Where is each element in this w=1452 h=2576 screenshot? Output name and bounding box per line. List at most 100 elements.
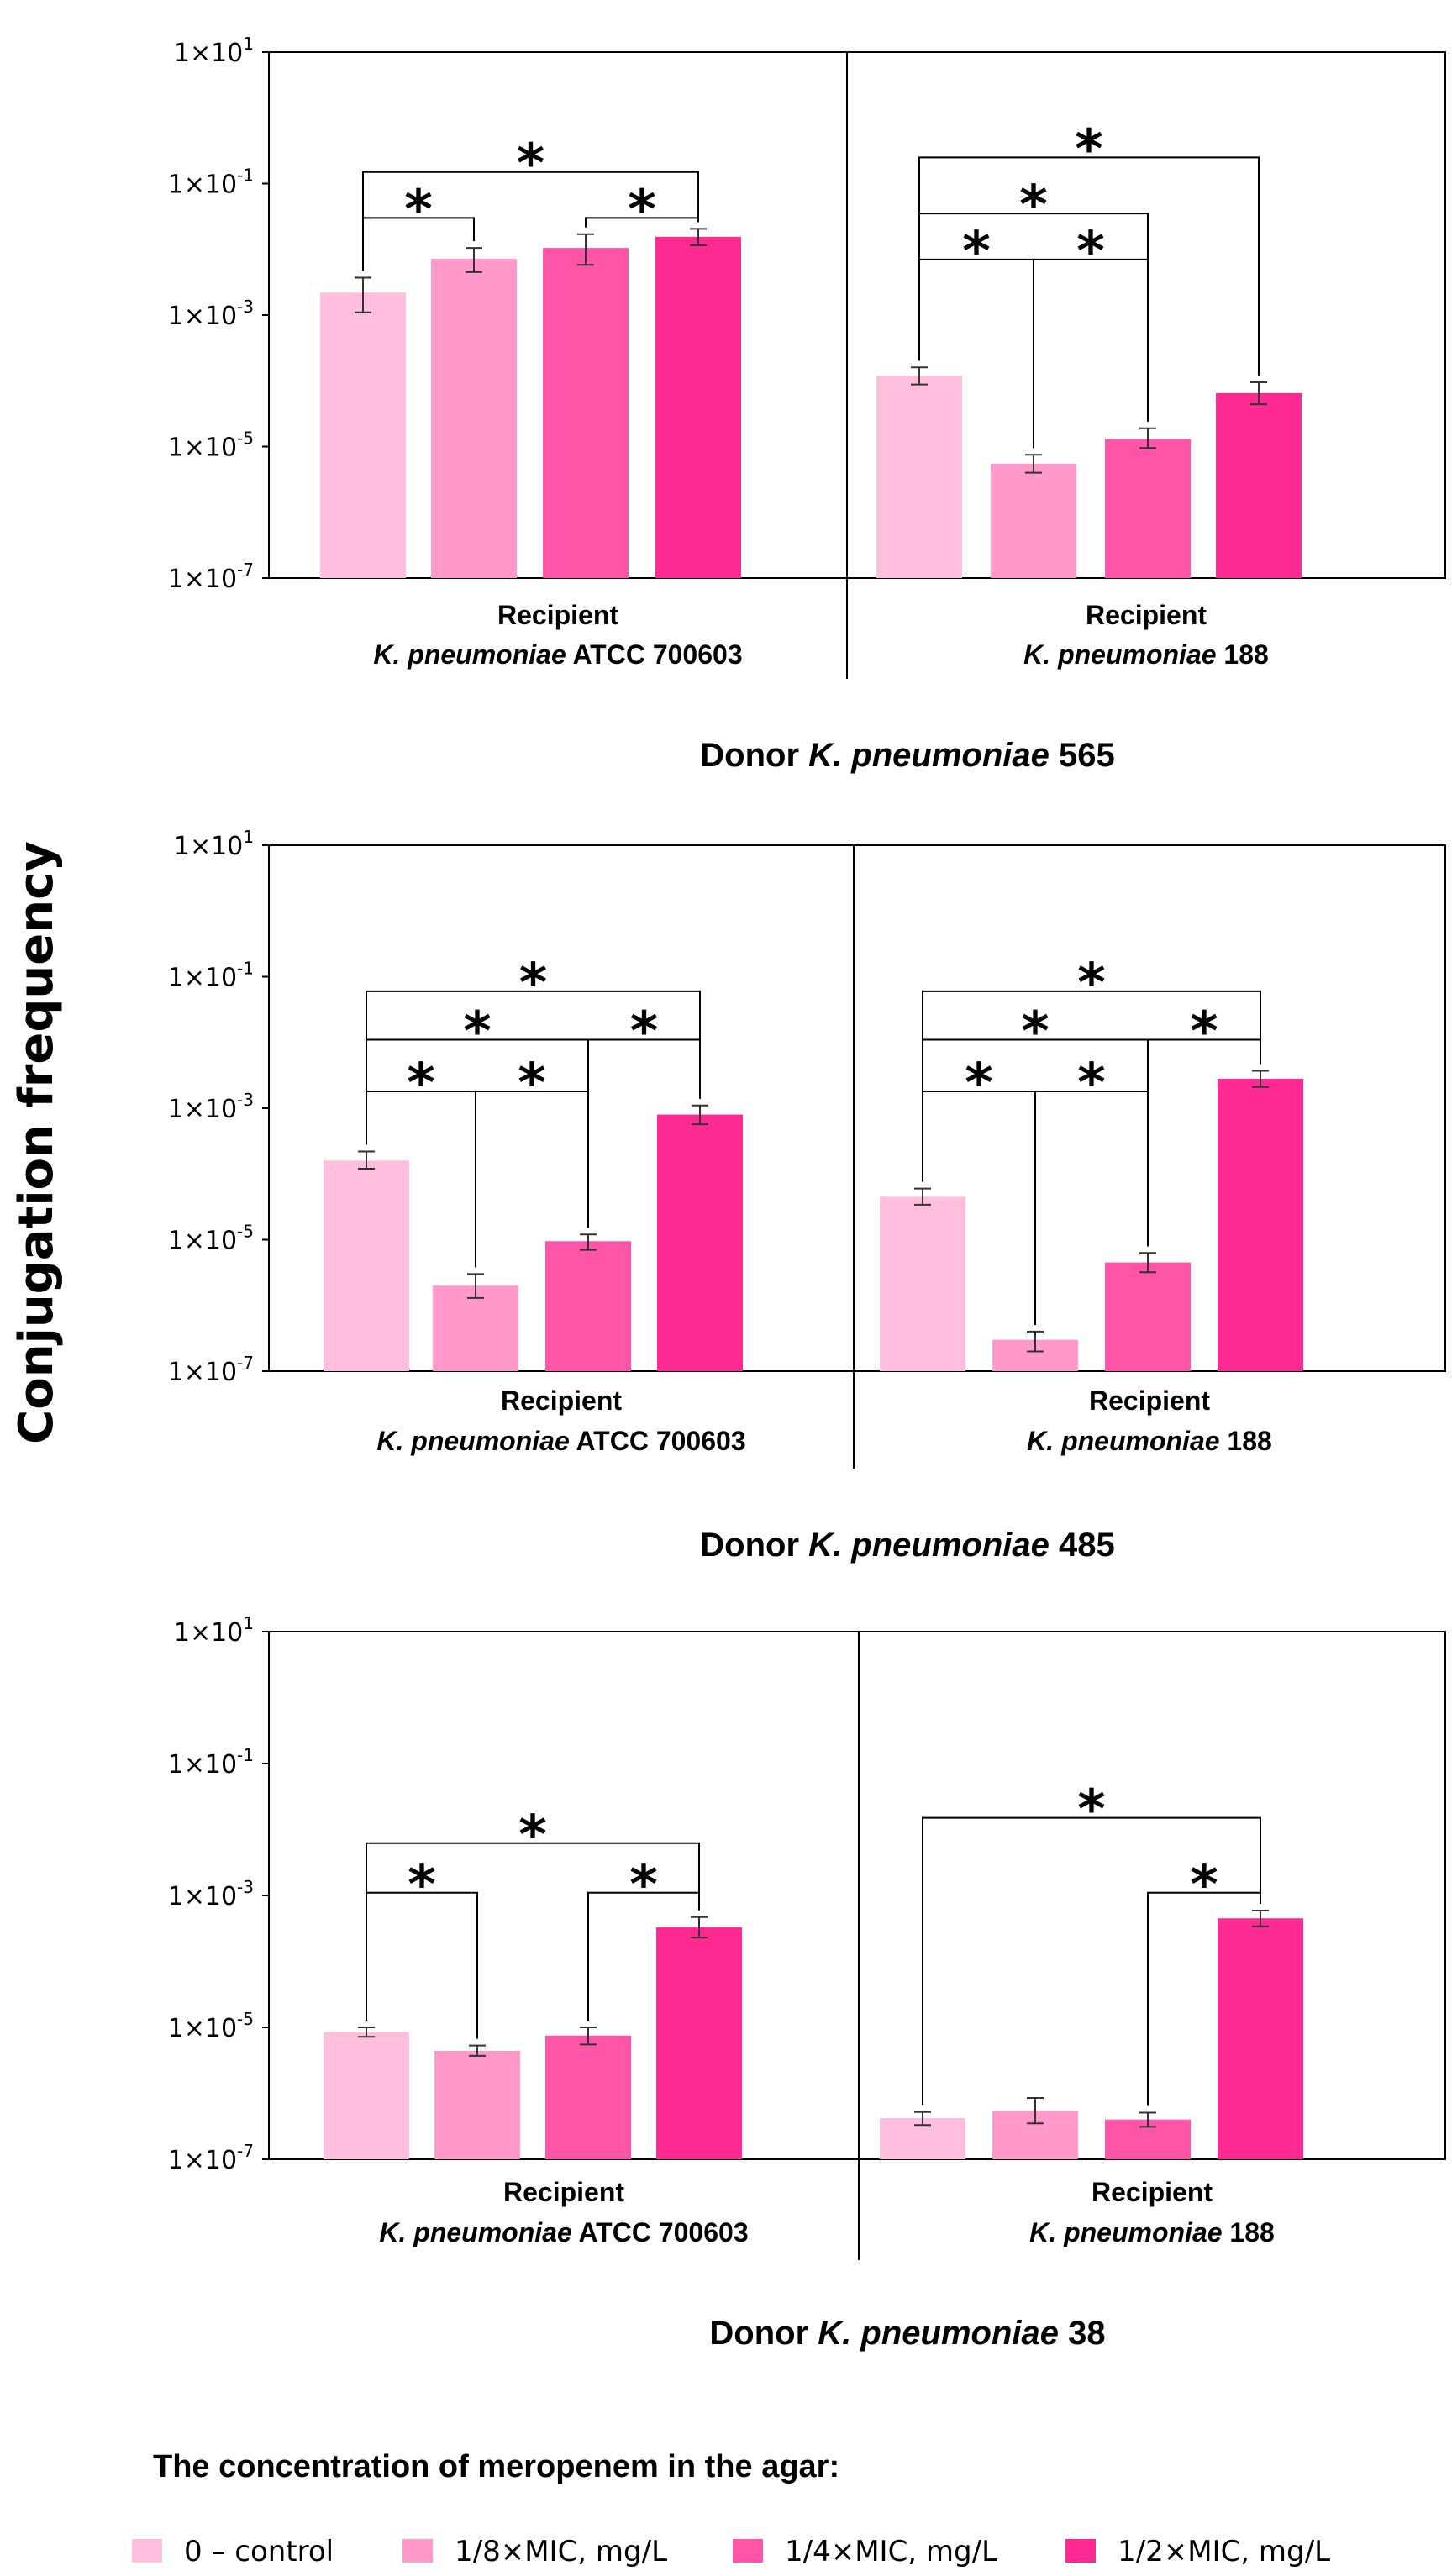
bar	[433, 1285, 518, 1371]
significance-star: *	[1021, 1001, 1049, 1064]
legend-swatch	[132, 2539, 162, 2563]
y-tick-label: 1×10-1	[168, 166, 254, 200]
y-tick-label: 1×10-3	[168, 1877, 254, 1911]
significance-star: *	[962, 221, 990, 283]
chart-panel: 1×101 1×10-1 1×10-3 1×10-5 1×10-7 * * * Recipien…	[168, 1613, 1446, 2352]
group-label-line1: Recipient	[1086, 600, 1207, 630]
y-tick-label: 1×10-1	[168, 1745, 254, 1780]
chart-panel: 1×101 1×10-1 1×10-3 1×10-5 1×10-7 * * * Recipien…	[168, 34, 1446, 774]
bar	[655, 236, 741, 578]
error-bar	[577, 233, 594, 266]
y-tick-label: 1×10-3	[168, 297, 254, 331]
significance-star: *	[965, 1053, 992, 1115]
legend-item: 1/8×MIC, mg/L	[402, 2535, 667, 2568]
significance-star: *	[628, 179, 655, 241]
significance-bracket	[918, 156, 1260, 376]
significance-bracket	[362, 171, 699, 271]
significance-bracket	[922, 1816, 1261, 2105]
y-tick-label: 1×10-5	[168, 1222, 254, 1256]
y-tick-label: 1×10-5	[168, 2009, 254, 2043]
y-axis: 1×101 1×10-1 1×10-3 1×10-5 1×10-7	[168, 1613, 269, 2175]
significance-star: *	[1077, 1780, 1105, 1842]
group-label-line1: Recipient	[1092, 2177, 1213, 2207]
error-bar	[690, 228, 707, 247]
significance-star: *	[404, 179, 432, 241]
significance-bracket	[366, 990, 701, 1145]
error-bar	[914, 2111, 931, 2127]
y-axis: 1×101 1×10-1 1×10-3 1×10-5 1×10-7	[168, 827, 269, 1387]
error-bar	[467, 1273, 484, 1299]
significance-star: *	[1019, 175, 1047, 237]
y-tick-label: 1×101	[174, 827, 254, 861]
bar	[1218, 1079, 1303, 1371]
bar-group: * * * * * Recipient K. pneumoniae ATCC 700603	[324, 953, 746, 1456]
error-bar	[1139, 427, 1156, 449]
error-bar	[355, 276, 371, 313]
significance-star: *	[518, 1805, 546, 1867]
significance-star: *	[407, 1053, 434, 1115]
significance-star: *	[1190, 1001, 1218, 1064]
significance-star: *	[518, 1053, 545, 1115]
error-bar	[358, 1150, 375, 1170]
group-label-line2: K. pneumoniae 188	[1029, 2217, 1275, 2247]
error-bar	[1252, 1070, 1269, 1088]
bar	[1105, 1262, 1191, 1371]
error-bar	[466, 247, 482, 273]
significance-star: *	[629, 1854, 657, 1916]
bar	[657, 1114, 743, 1371]
bar	[324, 2032, 409, 2159]
error-bar	[691, 1916, 708, 1939]
significance-star: *	[1075, 118, 1102, 181]
bar	[991, 463, 1076, 578]
error-bar	[914, 1187, 931, 1206]
group-label-line2: K. pneumoniae 188	[1023, 639, 1269, 670]
error-bar	[1027, 1330, 1044, 1353]
bar	[876, 376, 962, 578]
error-bar	[469, 2044, 486, 2057]
bar	[324, 1160, 409, 1371]
group-label-line2: K. pneumoniae 188	[1027, 1426, 1272, 1456]
error-bar	[358, 2027, 375, 2038]
legend: The concentration of meropenem in the ag…	[132, 2449, 1330, 2568]
significance-bracket	[922, 990, 1261, 1182]
group-label-line1: Recipient	[503, 2177, 624, 2207]
bar	[545, 1241, 631, 1371]
error-bar	[580, 1233, 597, 1251]
y-tick-label: 1×10-7	[168, 560, 254, 594]
panel-title: Donor K. pneumoniae 38	[709, 2315, 1105, 2352]
bar	[1218, 1918, 1303, 2159]
legend-label: 1/8×MIC, mg/L	[455, 2535, 667, 2568]
bar	[880, 1196, 965, 1371]
group-label-line1: Recipient	[501, 1385, 622, 1416]
y-tick-label: 1×10-7	[168, 2141, 254, 2175]
bar	[1216, 392, 1302, 578]
bar	[545, 2035, 631, 2159]
error-bar	[1252, 1909, 1269, 1927]
error-bar	[911, 366, 928, 386]
bar-group: * * * Recipient K. pneumoniae ATCC 700603	[324, 1805, 749, 2247]
significance-bracket	[1033, 258, 1149, 449]
group-label-line2: K. pneumoniae ATCC 700603	[376, 1426, 745, 1456]
significance-star: *	[408, 1854, 435, 1916]
error-bar	[1027, 2097, 1044, 2125]
chart-panel: 1×101 1×10-1 1×10-3 1×10-5 1×10-7 * * * * * Recipi…	[168, 827, 1446, 1564]
significance-bracket	[366, 1842, 700, 2021]
bar	[320, 292, 406, 578]
significance-star: *	[630, 1001, 658, 1064]
legend-swatch	[733, 2539, 763, 2563]
panel-title: Donor K. pneumoniae 485	[700, 1527, 1114, 1564]
bar-group: * * Recipient K. pneumoniae 188	[880, 1780, 1303, 2247]
bar	[434, 2050, 520, 2159]
bar	[543, 248, 629, 578]
bar	[656, 1927, 742, 2159]
y-tick-label: 1×10-5	[168, 428, 254, 463]
error-bar	[692, 1104, 708, 1126]
legend-item: 1/2×MIC, mg/L	[1065, 2535, 1330, 2568]
legend-label: 1/4×MIC, mg/L	[785, 2535, 997, 2568]
bar-group: * * * * * Recipient K. pneumoniae 188	[880, 953, 1303, 1456]
significance-star: *	[463, 1001, 491, 1064]
group-label-line2: K. pneumoniae ATCC 700603	[379, 2217, 748, 2247]
legend-label: 0 – control	[184, 2535, 334, 2568]
legend-swatch	[1065, 2539, 1096, 2563]
